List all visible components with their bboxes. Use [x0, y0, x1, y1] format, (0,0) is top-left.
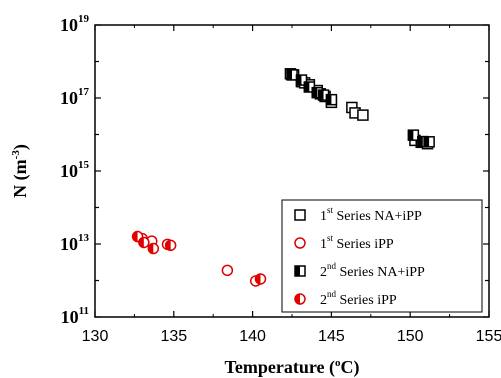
data-point-series-4 [147, 242, 160, 255]
data-point-series-2 [221, 264, 234, 277]
legend-marker-3 [294, 265, 306, 277]
data-points [131, 68, 435, 287]
x-axis-title: Temperature (oC) [225, 357, 360, 378]
data-point-series-3 [423, 136, 435, 148]
legend-label-3: 2nd Series NA+iPP [320, 261, 425, 280]
x-tick-label: 145 [318, 328, 345, 345]
data-point-series-3 [286, 69, 298, 81]
y-axis-ticks: 1011 1013 1015 1017 1019 [60, 13, 489, 327]
axis-titles: Temperature (oC) N (m-3) [10, 144, 359, 378]
legend-label-2: 1st Series iPP [320, 233, 394, 252]
data-point-series-4 [131, 230, 144, 243]
legend-label-4: 2nd Series iPP [320, 289, 397, 308]
data-point-series-4 [254, 273, 267, 285]
y-tick-label: 1015 [60, 159, 90, 181]
legend-marker-4 [294, 293, 306, 305]
data-point-series-3 [325, 93, 338, 106]
legend-marker-2 [294, 237, 306, 249]
x-tick-label: 150 [397, 328, 424, 345]
data-point-series-3 [295, 74, 308, 86]
x-tick-label: 135 [160, 328, 187, 345]
y-tick-label: 1019 [60, 13, 90, 35]
y-tick-label: 1017 [60, 86, 90, 108]
data-point-series-3 [407, 129, 420, 141]
x-tick-label: 155 [476, 328, 501, 345]
x-tick-label: 130 [82, 328, 109, 345]
legend: 1st Series NA+iPP 1st Series iPP 2nd Serie… [281, 199, 483, 313]
x-tick-label: 140 [239, 328, 266, 345]
y-tick-label: 1011 [61, 305, 89, 327]
data-point-series-1 [357, 109, 369, 121]
legend-marker-1 [294, 209, 306, 221]
x-axis-ticks: 130 135 140 145 150 155 [82, 25, 501, 345]
y-tick-label: 1013 [60, 232, 90, 254]
y-axis-title: N (m-3) [10, 144, 31, 198]
legend-box [281, 199, 483, 313]
data-point-series-4 [164, 239, 177, 252]
legend-label-1: 1st Series NA+iPP [320, 205, 422, 224]
data-point-series-4 [138, 236, 150, 249]
